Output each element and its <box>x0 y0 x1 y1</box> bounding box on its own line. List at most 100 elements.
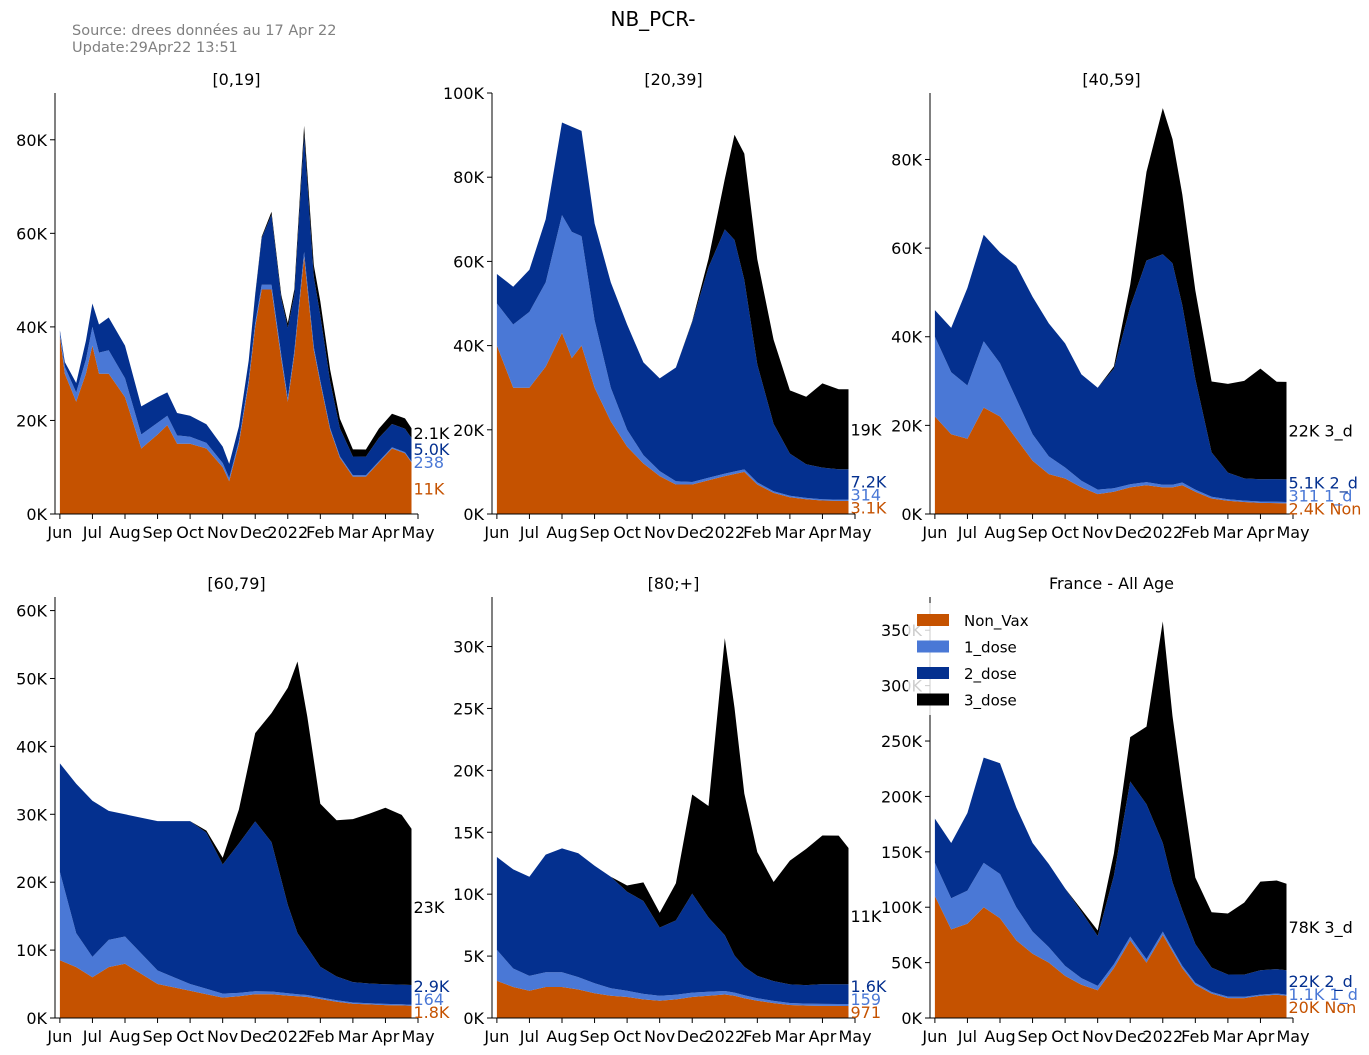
panel-2: [20,39] 0K 20K 40K 60K 80K 100K Jun Jul Aug Sep Oct… <box>443 70 887 542</box>
area-2-dose <box>496 122 849 500</box>
x-tick-label: Oct <box>176 523 204 542</box>
y-tick-label: 40K <box>453 337 484 356</box>
x-tick-label: May <box>401 1027 434 1046</box>
x-tick-label: Feb <box>1181 1027 1209 1046</box>
end-label: 2.1K <box>413 424 449 443</box>
x-tick-label: Apr <box>1247 523 1275 542</box>
y-tick-label: 40K <box>16 318 47 337</box>
x-tick-label: Mar <box>338 1027 369 1046</box>
area-2-dose <box>934 234 1287 503</box>
end-label: 159 <box>850 990 881 1009</box>
x-tick-label: May <box>1276 523 1309 542</box>
end-label: 19K <box>850 420 881 439</box>
x-tick-label: Dec <box>1115 1027 1146 1046</box>
x-tick-label: Dec <box>677 1027 708 1046</box>
panel-3: [40,59] 0K 20K 40K 60K 80K Jun Jul Aug Sep Oct Nov D… <box>891 70 1361 542</box>
x-tick-label: Sep <box>579 523 609 542</box>
end-label: 7.2K <box>850 472 886 491</box>
area-1-dose <box>934 862 1287 999</box>
x-tick-label: Mar <box>775 523 806 542</box>
legend-swatch <box>917 640 949 653</box>
y-tick-label: 20K <box>16 873 47 892</box>
x-tick-label: Jul <box>957 523 977 542</box>
end-label: 3.1K <box>850 498 886 517</box>
x-tick-label: Mar <box>1213 523 1244 542</box>
legend-swatch <box>917 693 949 706</box>
y-tick-label: 250K <box>881 732 923 751</box>
area-1-dose <box>496 215 849 501</box>
panel-title: [20,39] <box>644 70 702 89</box>
x-tick-label: Sep <box>1017 1027 1047 1046</box>
x-tick-label: Oct <box>176 1027 204 1046</box>
x-tick-label: Sep <box>1017 523 1047 542</box>
end-label: 20K Non <box>1288 998 1356 1017</box>
y-tick-label: 60K <box>453 252 484 271</box>
y-tick-label: 0K <box>463 505 484 524</box>
end-label: 164 <box>413 990 444 1009</box>
end-label: 2.9K <box>413 977 449 996</box>
end-label: 971 <box>850 1003 881 1022</box>
area-1-dose <box>934 336 1287 504</box>
x-tick-label: Feb <box>306 1027 334 1046</box>
y-tick-label: 30K <box>16 805 47 824</box>
area-1-dose <box>59 872 412 1006</box>
area-2-dose <box>59 135 412 478</box>
panel-1: [0,19] 0K 20K 40K 60K 80K Jun Jul Aug Sep Oct Nov De… <box>16 70 450 542</box>
x-tick-label: Dec <box>677 523 708 542</box>
x-tick-label: Nov <box>207 523 238 542</box>
x-tick-label: Jul <box>957 1027 977 1046</box>
legend-swatch <box>917 614 949 626</box>
y-tick-label: 50K <box>891 954 922 973</box>
end-label: 1.6K <box>850 977 886 996</box>
panel-title: [80;+] <box>648 574 700 593</box>
panel-6: France - All Age0K50K100K150K200K250K300… <box>881 574 1358 1046</box>
end-label: 238 <box>413 453 444 472</box>
y-tick-label: 0K <box>26 1009 47 1028</box>
x-tick-label: Aug <box>109 523 140 542</box>
y-tick-label: 0K <box>901 1009 922 1028</box>
x-tick-label: Feb <box>306 523 334 542</box>
x-tick-label: 2022 <box>704 1027 745 1046</box>
y-tick-label: 100K <box>443 84 485 103</box>
y-tick-label: 20K <box>891 416 922 435</box>
x-tick-label: Oct <box>613 1027 641 1046</box>
legend-swatch <box>917 667 949 679</box>
x-tick-label: Jun <box>921 523 947 542</box>
panel-5: [80;+] 0K 5K 10K 15K 20K 25K 30K Jun Jul Aug Sep Oct… <box>453 574 887 1046</box>
y-tick-label: 20K <box>453 761 484 780</box>
panel-4: [60,79] 0K 10K 20K 30K 40K 50K 60K Jun Jul Aug Sep O… <box>16 574 450 1046</box>
legend-label: Non_Vax <box>964 612 1029 631</box>
end-label: 1.1K 1_d <box>1288 985 1357 1005</box>
x-tick-label: Jun <box>483 1027 509 1046</box>
end-label: 1.8K <box>413 1003 449 1022</box>
x-tick-label: 2022 <box>704 523 745 542</box>
panel-title: France - All Age <box>1049 574 1174 593</box>
x-tick-label: Oct <box>1051 523 1079 542</box>
x-tick-label: Dec <box>240 523 271 542</box>
y-tick-label: 0K <box>463 1009 484 1028</box>
x-tick-label: May <box>838 1027 871 1046</box>
x-tick-label: Aug <box>546 523 577 542</box>
end-label: 11K <box>413 479 444 498</box>
x-tick-label: May <box>401 523 434 542</box>
legend: Non_Vax 1_dose 2_dose 3_dose <box>908 603 1058 715</box>
y-tick-label: 80K <box>16 131 47 150</box>
x-tick-label: 2022 <box>1142 523 1183 542</box>
figure-title: NB_PCR- <box>610 7 695 31</box>
area-2-dose <box>496 848 849 1004</box>
x-tick-label: Sep <box>142 1027 172 1046</box>
end-label: 5.0K <box>413 440 449 459</box>
x-tick-label: 2022 <box>1142 1027 1183 1046</box>
x-tick-label: Feb <box>1181 523 1209 542</box>
area-non-vax <box>59 256 412 514</box>
end-label: 5.1K 2_d <box>1288 474 1357 494</box>
x-tick-label: Jun <box>46 1027 72 1046</box>
area-non-vax <box>934 896 1287 1018</box>
y-tick-label: 25K <box>453 699 484 718</box>
x-tick-label: Apr <box>372 523 400 542</box>
x-tick-label: Apr <box>809 1027 837 1046</box>
x-tick-label: Jun <box>483 523 509 542</box>
x-tick-label: Nov <box>1082 523 1113 542</box>
